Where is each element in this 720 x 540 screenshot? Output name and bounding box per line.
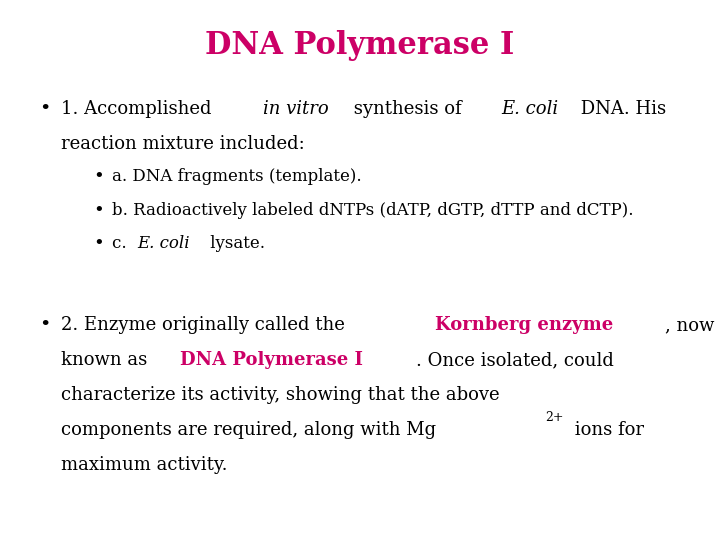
Text: synthesis of: synthesis of <box>348 100 467 118</box>
Text: maximum activity.: maximum activity. <box>61 456 228 474</box>
Text: Kornberg enzyme: Kornberg enzyme <box>435 316 613 334</box>
Text: , now: , now <box>665 316 714 334</box>
Text: 2+: 2+ <box>545 411 564 424</box>
Text: •: • <box>94 168 104 186</box>
Text: . Once isolated, could: . Once isolated, could <box>416 351 614 369</box>
Text: in vitro: in vitro <box>263 100 328 118</box>
Text: lysate.: lysate. <box>205 235 265 252</box>
Text: DNA. His: DNA. His <box>575 100 667 118</box>
Text: •: • <box>40 316 51 334</box>
Text: b. Radioactively labeled dNTPs (dATP, dGTP, dTTP and dCTP).: b. Radioactively labeled dNTPs (dATP, dG… <box>112 202 633 219</box>
Text: DNA Polymerase I: DNA Polymerase I <box>180 351 363 369</box>
Text: components are required, along with Mg: components are required, along with Mg <box>61 421 436 439</box>
Text: •: • <box>40 100 51 118</box>
Text: E. coli: E. coli <box>502 100 559 118</box>
Text: 1. Accomplished: 1. Accomplished <box>61 100 217 118</box>
Text: characterize its activity, showing that the above: characterize its activity, showing that … <box>61 386 500 404</box>
Text: 2. Enzyme originally called the: 2. Enzyme originally called the <box>61 316 351 334</box>
Text: •: • <box>94 202 104 220</box>
Text: known as: known as <box>61 351 153 369</box>
Text: c.: c. <box>112 235 132 252</box>
Text: a. DNA fragments (template).: a. DNA fragments (template). <box>112 168 361 185</box>
Text: DNA Polymerase I: DNA Polymerase I <box>205 30 515 60</box>
Text: reaction mixture included:: reaction mixture included: <box>61 135 305 153</box>
Text: E. coli: E. coli <box>138 235 190 252</box>
Text: ions for: ions for <box>569 421 644 439</box>
Text: •: • <box>94 235 104 253</box>
